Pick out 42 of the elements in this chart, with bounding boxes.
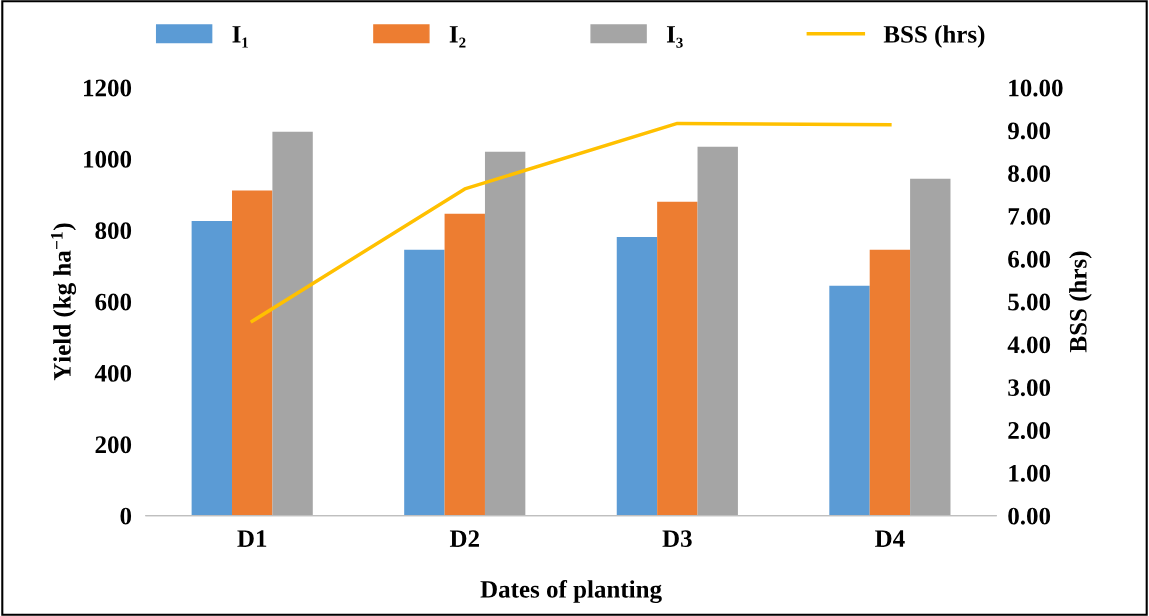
y2-tick-label: 3.00 (1008, 379, 1051, 397)
legend-label: BSS (hrs) (883, 25, 985, 48)
line-series (250, 121, 892, 323)
legend-label: I₃ (666, 26, 683, 48)
legend-label: I₁ (232, 26, 248, 48)
bar (404, 249, 445, 516)
y-tick-label: 1000 (84, 150, 132, 168)
bar (829, 285, 870, 516)
y2-tick-label: 6.00 (1008, 250, 1051, 268)
y2-tick-label: 2.00 (1008, 422, 1051, 439)
y-tick-label: 400 (94, 364, 132, 382)
bar (484, 151, 526, 516)
y-tick-label: 800 (95, 222, 132, 240)
y-tick-label: 0 (120, 507, 132, 525)
y2-axis-title: BSS (hrs) (1069, 251, 1092, 353)
x-tick-label: D1 (237, 530, 267, 547)
y2-tick-label: 10.00 (1009, 79, 1063, 97)
y2-tick-label: 1.00 (1009, 464, 1051, 482)
y2-tick-label: 7.00 (1008, 207, 1051, 225)
x-tick-label: D4 (875, 530, 905, 547)
y2-tick-label: 0.00 (1008, 507, 1051, 525)
y-tick-label: 200 (95, 436, 132, 454)
y-axis-title: Yield (kg ha$^{−1}$) (50, 223, 77, 381)
bar (272, 131, 313, 516)
y2-tick-label: 4.00 (1007, 336, 1051, 354)
y2-tick-label: 8.00 (1008, 165, 1051, 183)
bar (657, 201, 698, 516)
bar (444, 213, 485, 516)
bar (910, 178, 951, 516)
y-tick-label: 600 (95, 293, 132, 311)
y-tick-label: 1200 (84, 79, 132, 97)
bar (869, 249, 911, 516)
bar (697, 146, 738, 516)
x-tick-label: D2 (449, 530, 479, 547)
bar (616, 236, 658, 516)
x-tick-label: D3 (662, 530, 692, 548)
bar (232, 190, 273, 516)
legend-label: I₂ (449, 26, 466, 48)
x-axis-title: Dates of planting (480, 579, 662, 604)
y2-tick-label: 9.00 (1007, 122, 1051, 140)
y2-tick-label: 5.00 (1008, 293, 1051, 311)
bar (191, 220, 233, 516)
